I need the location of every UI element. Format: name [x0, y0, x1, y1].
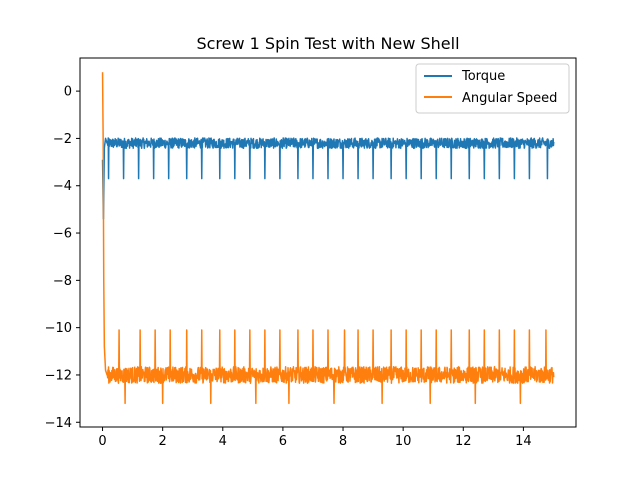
- x-tick-label: 4: [219, 434, 227, 449]
- x-tick-label: 14: [515, 434, 532, 449]
- legend-label-torque: Torque: [461, 69, 505, 84]
- y-tick-label: −8: [53, 274, 72, 289]
- x-tick-label: 12: [455, 434, 472, 449]
- series-line-angular-speed: [101, 72, 555, 405]
- legend-label-angular-speed: Angular Speed: [462, 91, 557, 106]
- legend: Torque Angular Speed: [415, 63, 570, 114]
- y-tick-label: −10: [45, 321, 72, 336]
- y-tick-label: −12: [45, 368, 72, 383]
- chart-title: Screw 1 Spin Test with New Shell: [196, 34, 459, 53]
- x-tick-label: 6: [279, 434, 287, 449]
- plot-area: [101, 72, 555, 405]
- y-tick-label: −4: [53, 179, 72, 194]
- y-tick-label: −14: [45, 416, 72, 431]
- series-line-torque: [101, 137, 555, 220]
- legend-box: [415, 63, 570, 114]
- x-tick-label: 8: [339, 434, 347, 449]
- x-tick-label: 0: [98, 434, 106, 449]
- y-tick-label: −2: [53, 132, 72, 147]
- y-tick-label: 0: [64, 85, 72, 100]
- x-tick-label: 2: [159, 434, 167, 449]
- axes-frame: [79, 57, 577, 428]
- y-axis: 0 −2 −4 −6 −8 −10 −12 −14: [45, 85, 80, 431]
- y-tick-label: −6: [53, 227, 72, 242]
- x-axis: 0 2 4 6 8 10 12 14: [98, 427, 532, 449]
- x-tick-label: 10: [395, 434, 412, 449]
